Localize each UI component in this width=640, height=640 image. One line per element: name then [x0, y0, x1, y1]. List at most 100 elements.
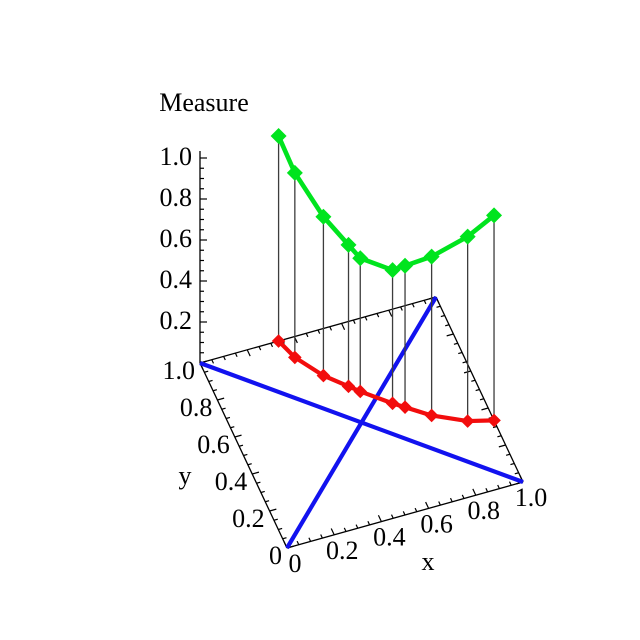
x-axis-tick [355, 524, 359, 529]
back-left-edge-tick [270, 342, 274, 348]
measure-curve-green-marker [270, 128, 287, 145]
back-right-edge-tick [440, 314, 445, 318]
y-axis-tick [230, 426, 235, 429]
x-axis-tick [461, 494, 465, 499]
x-tick-label: 0.6 [420, 509, 453, 538]
y-axis-tick [208, 379, 213, 383]
back-left-edge-tick [246, 349, 251, 357]
x-axis-tick [390, 514, 394, 519]
x-axis-tick [343, 527, 347, 532]
back-left-edge-tick [364, 316, 368, 321]
y-axis-tick [212, 389, 218, 392]
back-left-edge-tick [341, 323, 346, 330]
measure-curve-green-marker [286, 164, 303, 181]
y-axis-tick [204, 370, 209, 373]
x-axis-tick [438, 501, 441, 506]
measure-curve-green-marker [340, 236, 357, 253]
y-axis-tick [225, 416, 231, 420]
back-left-edge-tick [211, 359, 215, 364]
y-axis-tick [278, 527, 283, 531]
back-left-edge-tick [388, 309, 393, 317]
x-axis-tick [485, 488, 489, 493]
y-tick-label: 0.8 [180, 393, 213, 422]
x-tick-label: 0 [289, 549, 302, 578]
measure-curve-green-marker [486, 207, 503, 224]
y-axis-tick [260, 490, 265, 494]
x-axis-tick [402, 511, 406, 516]
back-right-edge-tick [479, 398, 485, 401]
x-axis-tick [508, 481, 512, 486]
x-tick-label: 0.8 [468, 496, 501, 525]
base-path-curve-red-marker [316, 368, 331, 383]
back-left-edge-tick [352, 319, 356, 324]
y-tick-label: 1.0 [163, 356, 196, 385]
back-right-edge-tick [497, 435, 502, 438]
y-axis-tick [234, 434, 242, 438]
base-path-curve-red-marker [271, 334, 286, 348]
x-axis-tick [449, 497, 453, 503]
y-axis-tick [282, 537, 287, 540]
base-path-curve-red-marker [341, 379, 356, 394]
base-path-curve-red-line [276, 338, 497, 424]
x-axis-tick [497, 484, 500, 489]
base-path-curve-red-marker [288, 350, 302, 365]
back-right-edge-tick [505, 453, 511, 456]
x-axis-title: x [422, 547, 435, 576]
back-right-edge-tick [481, 407, 489, 411]
base-path-curve-red-marker [385, 396, 400, 411]
x-axis-tick [296, 540, 300, 545]
y-axis-title: y [179, 461, 192, 490]
diagonal-y-equals-one-minus-x [199, 361, 524, 484]
base-path-curve-red-marker [460, 414, 475, 428]
y-axis-tick [273, 518, 278, 521]
x-axis-tick [425, 501, 430, 509]
y-axis-tick [256, 481, 261, 484]
z-tick-label: 0.6 [160, 224, 193, 253]
x-axis-tick [320, 534, 323, 539]
x-tick-label: 0.2 [326, 536, 359, 565]
z-axis-title: Measure [159, 88, 249, 117]
measure-curve-green-marker [315, 208, 332, 225]
y-axis-tick [265, 500, 270, 503]
measure-curve-green-marker [459, 228, 476, 245]
back-right-edge-tick [462, 361, 467, 364]
x-axis-tick [472, 488, 477, 496]
y-axis-tick [221, 407, 226, 410]
back-right-edge-tick [471, 379, 476, 382]
measure-curve-green-marker [423, 248, 440, 265]
y-tick-label: 0.2 [232, 504, 265, 533]
back-right-edge-tick [475, 388, 480, 392]
back-right-edge-tick [510, 462, 515, 466]
back-right-edge-tick [458, 351, 463, 355]
back-left-edge-tick [400, 306, 403, 311]
back-left-edge-tick [411, 303, 415, 308]
x-axis-tick [377, 515, 382, 522]
back-left-edge-tick [223, 356, 226, 361]
measure-curve-green-line [276, 133, 497, 273]
z-tick-label: 0.8 [160, 183, 193, 212]
back-left-edge-tick [376, 313, 380, 318]
base-path-curve-red-marker [353, 384, 368, 399]
measure-curve-green-marker [352, 250, 369, 267]
back-left-edge-tick [234, 352, 238, 357]
x-axis-tick [330, 528, 335, 536]
back-right-edge-tick [453, 342, 458, 345]
back-left-edge-tick [258, 346, 262, 351]
y-axis-tick [269, 508, 277, 512]
x-axis-tick [367, 521, 371, 526]
z-tick-label: 0.2 [160, 306, 193, 335]
back-right-edge-tick [492, 425, 498, 429]
z-tick-label: 0.4 [160, 265, 193, 294]
back-left-edge-tick [329, 326, 333, 331]
z-tick-label: 1.0 [160, 142, 193, 171]
y-axis-tick [243, 453, 248, 457]
y-axis-tick [252, 471, 260, 475]
y-axis-tick [247, 463, 252, 466]
base-path-curve-red-marker [398, 400, 412, 414]
y-axis-tick [238, 444, 244, 447]
back-right-edge-tick [514, 472, 519, 475]
back-right-edge-tick [436, 305, 441, 308]
back-right-edge-tick [446, 333, 454, 337]
back-right-edge-tick [445, 324, 450, 327]
